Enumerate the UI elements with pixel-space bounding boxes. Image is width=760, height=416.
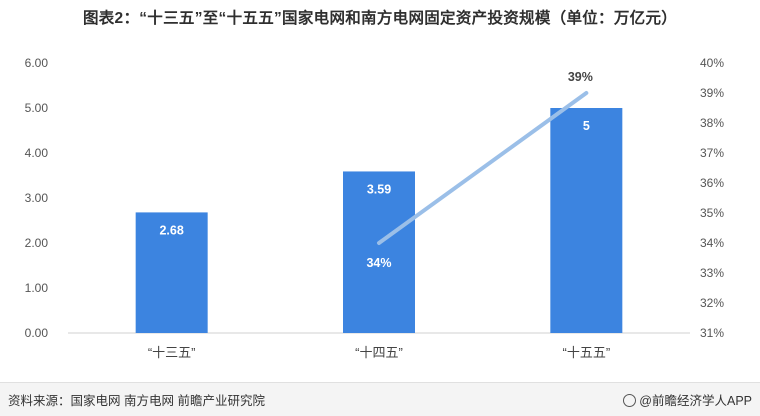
y-right-tick-label: 34%: [700, 236, 724, 250]
x-category-label: “十三五”: [148, 345, 196, 360]
y-right-tick-label: 39%: [700, 86, 724, 100]
y-left-tick-label: 1.00: [25, 281, 49, 295]
bar: [550, 108, 623, 333]
bar-value-label: 2.68: [159, 223, 183, 237]
y-right-tick-label: 36%: [700, 176, 724, 190]
line-series: [377, 91, 589, 245]
x-category-label: “十四五”: [355, 345, 403, 360]
y-right-tick-label: 38%: [700, 116, 724, 130]
chart-title: 图表2：“十三五”至“十五五”国家电网和南方电网固定资产投资规模（单位：万亿元）: [82, 10, 678, 27]
y-right-tick-label: 35%: [700, 206, 724, 220]
y-left-tick-label: 0.00: [25, 326, 49, 340]
y-left-tick-label: 6.00: [25, 56, 49, 70]
y-left-tick-label: 4.00: [25, 146, 49, 160]
qianzhan-logo-icon: [623, 394, 637, 407]
x-category-label: “十五五”: [562, 345, 610, 360]
brand-text: @前瞻经济学人APP: [639, 394, 752, 408]
bar-value-label: 3.59: [367, 182, 391, 196]
footer-bar: 资料来源：国家电网 南方电网 前瞻产业研究院 @前瞻经济学人APP: [0, 382, 760, 416]
bar: [135, 212, 208, 333]
y-right-tick-label: 37%: [700, 146, 724, 160]
line-value-label: 39%: [568, 70, 593, 84]
y-right-tick-label: 33%: [700, 266, 724, 280]
y-left-tick-label: 2.00: [25, 236, 49, 250]
y-right-tick-label: 31%: [700, 326, 724, 340]
chart-canvas: 0.00 1.00 2.00 3.00 4.00 5.00 6.00 31% 32% 33% 34%…: [25, 56, 725, 360]
bar-value-label: 5: [583, 119, 590, 133]
bar: [343, 171, 415, 333]
line-value-label: 34%: [366, 256, 391, 270]
brand-credit: @前瞻经济学人APP: [623, 390, 752, 409]
y-right-tick-label: 32%: [700, 296, 724, 310]
y-right-tick-label: 40%: [700, 56, 724, 70]
y-left-tick-label: 3.00: [25, 191, 49, 205]
source-note: 资料来源：国家电网 南方电网 前瞻产业研究院: [8, 394, 265, 408]
y-left-tick-label: 5.00: [25, 101, 49, 115]
